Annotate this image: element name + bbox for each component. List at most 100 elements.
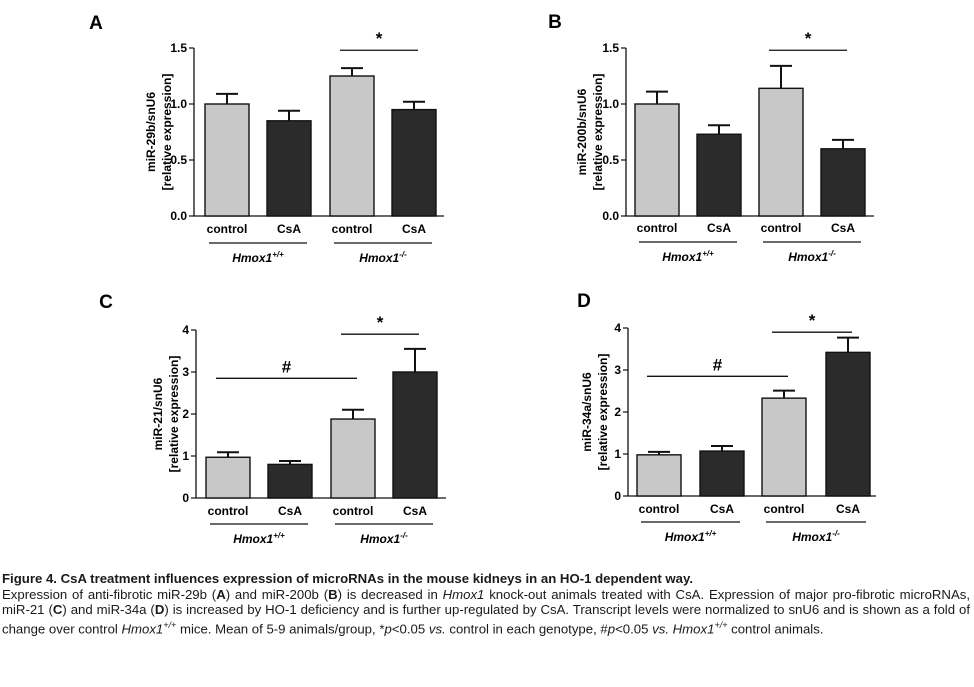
group-label-main: Hmox1 (788, 250, 828, 264)
y-tick-label: 1 (614, 447, 621, 461)
bar (699, 450, 745, 497)
caption-run: mice. Mean of 5-9 animals/group, * (176, 621, 385, 637)
bar (391, 108, 437, 217)
group-label-main: Hmox1 (233, 532, 273, 546)
caption-run: p (607, 621, 616, 637)
bar (266, 120, 312, 217)
category-label: control (333, 504, 374, 518)
bar (761, 397, 807, 497)
caption-run: ) is decreased in (337, 586, 443, 602)
panel-label: A (89, 13, 103, 34)
significance-marker: * (805, 29, 812, 48)
bar (820, 148, 866, 217)
y-axis-subtitle: [relative expression] (596, 354, 610, 471)
y-tick-label: 0.5 (602, 153, 619, 167)
y-axis-title: miR-21/snU6 (151, 377, 165, 450)
y-tick-label: 0.5 (170, 153, 187, 167)
group-label-superscript: +/+ (273, 531, 285, 540)
group-label: Hmox1-/- (360, 531, 408, 546)
caption-run: Expression of anti-fibrotic miR-29b ( (2, 586, 217, 602)
category-label: CsA (403, 504, 427, 518)
caption-run: D (154, 602, 165, 618)
category-label: CsA (278, 504, 302, 518)
caption-body: Expression of anti-fibrotic miR-29b (A) … (2, 587, 970, 637)
group-label-superscript: -/- (832, 529, 840, 538)
caption-run: ) is increased by HO-1 deficiency and is… (2, 602, 970, 637)
y-axis-subtitle: [relative expression] (591, 74, 605, 191)
y-axis-title: miR-200b/snU6 (575, 88, 589, 175)
y-axis-title: miR-29b/snU6 (144, 92, 158, 172)
bar (392, 371, 438, 499)
caption-run: A (216, 586, 226, 602)
category-label: CsA (277, 222, 301, 236)
group-label-superscript: -/- (828, 249, 836, 258)
y-tick-label: 0.0 (170, 209, 187, 223)
y-tick-label: 0 (182, 491, 189, 505)
bar (205, 456, 251, 499)
group-label-superscript: +/+ (702, 249, 714, 258)
bar (329, 75, 375, 217)
panel-label: C (99, 292, 113, 313)
caption-run: Hmox1 (121, 621, 164, 637)
caption-run: +/+ (714, 619, 728, 630)
caption-run: <0.05 (391, 621, 429, 637)
group-label-main: Hmox1 (662, 250, 702, 264)
significance-marker: * (376, 29, 383, 48)
y-axis-subtitle: [relative expression] (160, 74, 174, 191)
group-label-main: Hmox1 (232, 251, 272, 265)
group-label: Hmox1+/+ (233, 531, 285, 546)
y-tick-label: 3 (182, 365, 189, 379)
category-label: CsA (831, 221, 855, 235)
caption-run: vs. (428, 621, 446, 637)
caption-run: ) and miR-34a ( (62, 602, 155, 618)
group-label: Hmox1-/- (792, 529, 840, 544)
significance-marker: # (713, 355, 723, 374)
y-tick-label: 1.5 (602, 41, 619, 55)
significance-marker: * (377, 313, 384, 332)
bar (696, 133, 742, 217)
y-tick-label: 4 (614, 321, 621, 335)
figure-caption: Figure 4. CsA treatment influences expre… (2, 571, 970, 637)
y-tick-label: 1.0 (170, 97, 187, 111)
caption-run: vs. Hmox1 (652, 621, 715, 637)
group-label-main: Hmox1 (359, 251, 399, 265)
group-label-main: Hmox1 (360, 532, 400, 546)
caption-run: control animals. (727, 621, 824, 637)
caption-run: +/+ (163, 619, 177, 630)
bar (330, 418, 376, 499)
caption-run: <0.05 (615, 621, 653, 637)
group-label-main: Hmox1 (792, 530, 832, 544)
category-label: CsA (707, 221, 731, 235)
group-label-superscript: -/- (400, 531, 408, 540)
caption-run: p (384, 621, 392, 637)
y-tick-label: 2 (182, 407, 189, 421)
category-label: control (639, 502, 680, 516)
bar (267, 463, 313, 499)
group-label-main: Hmox1 (665, 530, 705, 544)
group-label: Hmox1-/- (359, 250, 407, 265)
y-tick-label: 1.5 (170, 41, 187, 55)
category-label: CsA (710, 502, 734, 516)
caption-run: B (328, 586, 338, 602)
category-label: control (208, 504, 249, 518)
y-axis-title: miR-34a/snU6 (580, 372, 594, 452)
y-tick-label: 2 (614, 405, 621, 419)
category-label: control (207, 222, 248, 236)
caption-run: C (52, 602, 63, 618)
group-label: Hmox1+/+ (662, 249, 714, 264)
bar (636, 454, 682, 497)
y-tick-label: 1 (182, 449, 189, 463)
panel-label: B (548, 12, 562, 33)
y-tick-label: 4 (182, 323, 189, 337)
category-label: control (637, 221, 678, 235)
y-tick-label: 3 (614, 363, 621, 377)
group-label-superscript: +/+ (272, 250, 284, 259)
bar (758, 87, 804, 217)
y-tick-label: 0.0 (602, 209, 619, 223)
bar (825, 351, 871, 497)
category-label: control (764, 502, 805, 516)
caption-run: knock-out animals treated with CsA. Expr… (2, 586, 971, 618)
caption-run: control in each genotype, # (445, 621, 608, 637)
significance-marker: * (809, 311, 816, 330)
